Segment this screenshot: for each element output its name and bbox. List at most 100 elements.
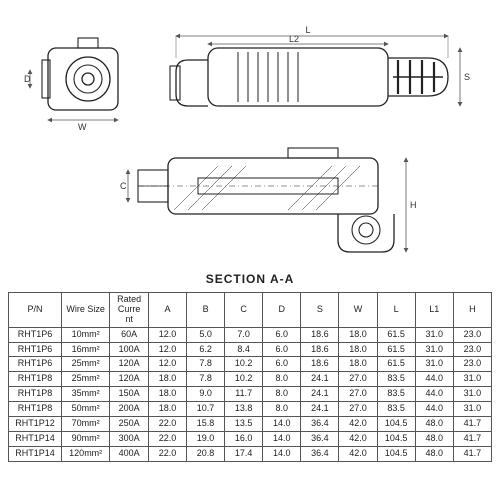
table-cell: 104.5 [377,431,415,446]
table-cell: 120A [110,357,149,372]
table-cell: 41.7 [453,417,491,432]
table-cell: 31.0 [453,372,491,387]
table-cell: 6.0 [263,342,301,357]
table-cell: 31.0 [415,327,453,342]
table-cell: 22.0 [148,431,186,446]
table-cell: 8.4 [225,342,263,357]
table-cell: 31.0 [415,357,453,372]
table-cell: 14.0 [263,431,301,446]
section-view: C H [120,148,417,252]
dim-w-label: W [78,122,87,132]
table-cell: 10.2 [225,372,263,387]
table-cell: 31.0 [453,402,491,417]
table-cell: 24.1 [301,387,339,402]
table-cell: 36.4 [301,431,339,446]
table-cell: 48.0 [415,446,453,461]
table-cell: 7.8 [187,372,225,387]
table-cell: 70mm² [62,417,110,432]
table-cell: 50mm² [62,402,110,417]
table-cell: 27.0 [339,387,377,402]
table-cell: 300A [110,431,149,446]
table-cell: 31.0 [415,342,453,357]
table-cell: 14.0 [263,417,301,432]
technical-drawing: D W L [8,8,492,268]
table-cell: 44.0 [415,402,453,417]
table-cell: 48.0 [415,417,453,432]
col-header: L [377,293,415,328]
table-cell: 35mm² [62,387,110,402]
table-cell: 10mm² [62,327,110,342]
table-cell: 100A [110,342,149,357]
table-cell: 14.0 [263,446,301,461]
table-cell: 13.5 [225,417,263,432]
col-header: RatedCurrent [110,293,149,328]
table-cell: 24.1 [301,402,339,417]
table-row: RHT1P825mm²120A18.07.810.28.024.127.083.… [9,372,492,387]
table-cell: 10.7 [187,402,225,417]
table-cell: 31.0 [453,387,491,402]
table-cell: 12.0 [148,327,186,342]
table-cell: 5.0 [187,327,225,342]
table-cell: 22.0 [148,446,186,461]
table-cell: 12.0 [148,342,186,357]
section-label: SECTION A-A [8,272,492,286]
table-cell: 18.6 [301,357,339,372]
table-row: RHT1P616mm²100A12.06.28.46.018.618.061.5… [9,342,492,357]
table-cell: 8.0 [263,402,301,417]
table-cell: 42.0 [339,431,377,446]
table-row: RHT1P1490mm²300A22.019.016.014.036.442.0… [9,431,492,446]
table-cell: 19.0 [187,431,225,446]
table-cell: 44.0 [415,387,453,402]
table-cell: 61.5 [377,357,415,372]
table-cell: RHT1P14 [9,431,62,446]
table-cell: 120A [110,372,149,387]
table-cell: 7.0 [225,327,263,342]
table-cell: 150A [110,387,149,402]
drawing-svg: D W L [8,8,492,268]
table-cell: 7.8 [187,357,225,372]
table-cell: 36.4 [301,417,339,432]
col-header: P/N [9,293,62,328]
table-cell: 42.0 [339,417,377,432]
table-row: RHT1P14120mm²400A22.020.817.414.036.442.… [9,446,492,461]
table-row: RHT1P1270mm²250A22.015.813.514.036.442.0… [9,417,492,432]
table-cell: 16.0 [225,431,263,446]
table-cell: 8.0 [263,372,301,387]
dim-h-label: H [410,200,417,210]
table-cell: 12.0 [148,357,186,372]
table-cell: 400A [110,446,149,461]
table-cell: 200A [110,402,149,417]
table-cell: 18.0 [148,372,186,387]
table-cell: 23.0 [453,357,491,372]
table-cell: 25mm² [62,357,110,372]
dim-c-label: C [120,181,127,191]
table-cell: 18.0 [339,342,377,357]
table-cell: 6.0 [263,357,301,372]
side-view-top: L L2 S [170,25,470,106]
table-cell: 11.7 [225,387,263,402]
table-cell: 6.0 [263,327,301,342]
end-view: D W [24,38,118,132]
table-cell: 83.5 [377,402,415,417]
table-cell: RHT1P6 [9,342,62,357]
table-cell: RHT1P14 [9,446,62,461]
dim-l2-label: L2 [289,34,299,44]
table-cell: RHT1P8 [9,402,62,417]
table-cell: 48.0 [415,431,453,446]
table-cell: 61.5 [377,327,415,342]
table-cell: 60A [110,327,149,342]
dim-d-label: D [24,74,31,84]
table-cell: 27.0 [339,372,377,387]
table-row: RHT1P625mm²120A12.07.810.26.018.618.061.… [9,357,492,372]
table-cell: 24.1 [301,372,339,387]
col-header: S [301,293,339,328]
table-cell: 15.8 [187,417,225,432]
table-cell: 23.0 [453,342,491,357]
table-cell: 41.7 [453,446,491,461]
table-cell: 10.2 [225,357,263,372]
col-header: D [263,293,301,328]
table-cell: 83.5 [377,372,415,387]
table-body: RHT1P610mm²60A12.05.07.06.018.618.061.53… [9,327,492,461]
table-row: RHT1P835mm²150A18.09.011.78.024.127.083.… [9,387,492,402]
table-cell: 104.5 [377,417,415,432]
